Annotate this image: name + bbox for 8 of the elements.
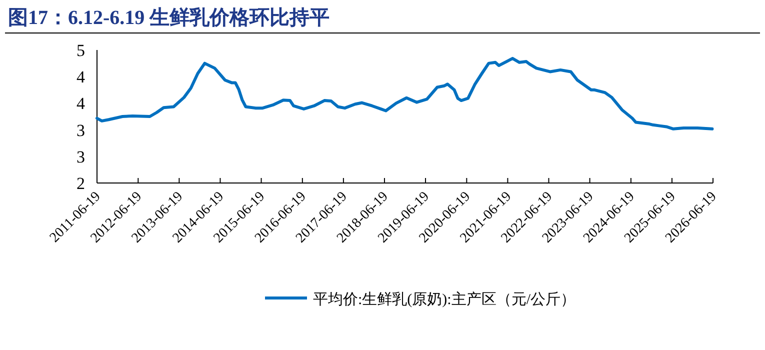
y-tick-label: 4: [76, 94, 86, 114]
legend-label: 平均价:生鲜乳(原奶):主产区（元/公斤）: [313, 291, 576, 308]
y-tick-label: 3: [76, 120, 85, 140]
y-tick-label: 5: [76, 41, 85, 60]
y-tick-label: 2: [76, 174, 85, 193]
chart-title: 图17：6.12-6.19 生鲜乳价格环比持平: [8, 7, 330, 29]
y-tick-label: 3: [76, 147, 85, 166]
y-tick-label: 4: [76, 68, 86, 87]
